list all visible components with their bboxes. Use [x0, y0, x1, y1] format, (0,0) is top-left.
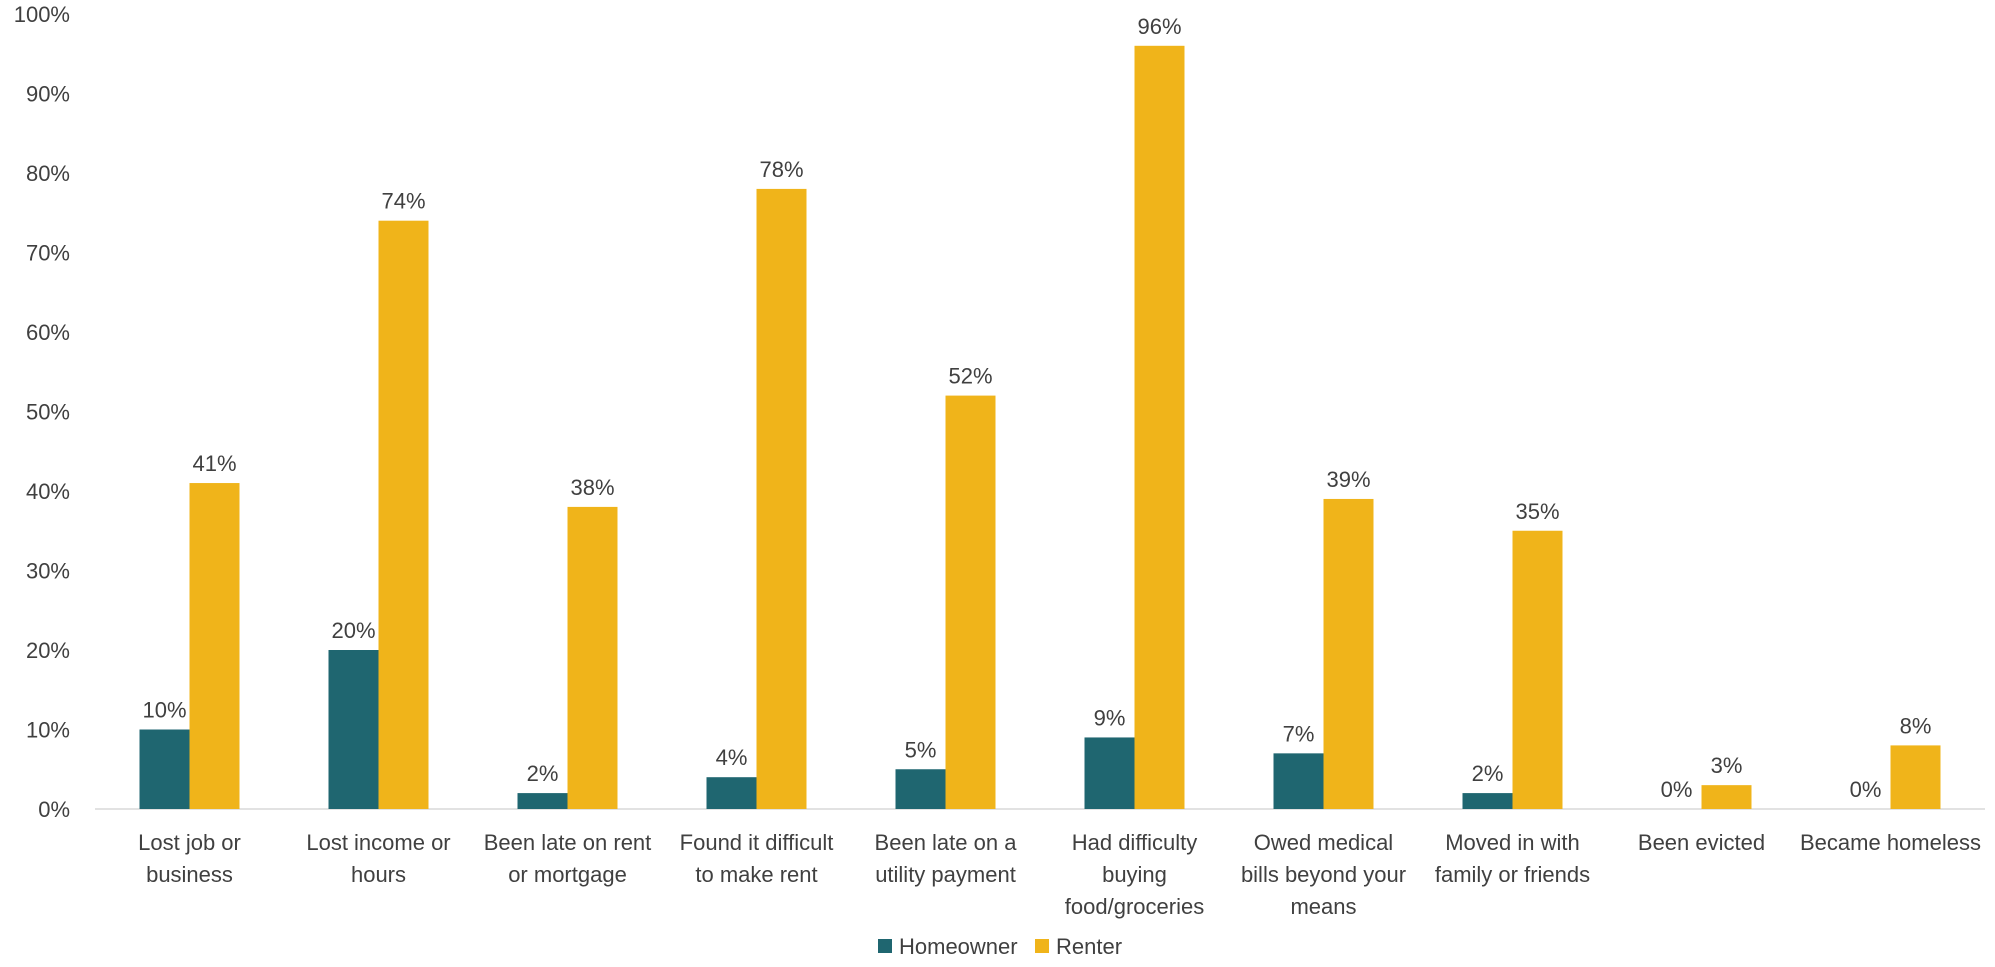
category-label-line: business	[146, 862, 233, 887]
category-label-line: Found it difficult	[680, 830, 834, 855]
data-label: 5%	[905, 737, 937, 762]
category-label: Owed medical bills beyond your means	[1241, 830, 1406, 919]
bar-renter	[1323, 498, 1374, 809]
category-label-line: utility payment	[875, 862, 1016, 887]
category-label-line: Owed medical	[1254, 830, 1393, 855]
category-label-line: hours	[351, 862, 406, 887]
data-label: 3%	[1711, 753, 1743, 778]
bar-renter	[1701, 785, 1752, 809]
y-tick-label: 40%	[26, 479, 70, 504]
category-label: Had difficulty buying food/groceries	[1065, 830, 1204, 919]
y-tick-label: 30%	[26, 559, 70, 584]
category-label-line: Been evicted	[1638, 830, 1765, 855]
y-tick-label: 100%	[14, 2, 70, 27]
category-label: Been late on a utility payment	[875, 830, 1018, 887]
bar-homeowner	[1084, 737, 1135, 809]
data-label: 96%	[1137, 14, 1181, 39]
y-tick-label: 60%	[26, 320, 70, 345]
category-label-line: Became homeless	[1800, 830, 1981, 855]
category-label-line: Lost income or	[306, 830, 450, 855]
y-tick-label: 50%	[26, 400, 70, 425]
y-tick-label: 20%	[26, 638, 70, 663]
category-label-line: means	[1290, 894, 1356, 919]
bar-renter	[1512, 530, 1563, 809]
legend-swatch	[1035, 939, 1049, 953]
category-label: Became homeless	[1800, 830, 1981, 855]
data-label: 74%	[381, 189, 425, 214]
y-tick-label: 10%	[26, 718, 70, 743]
data-label: 78%	[759, 157, 803, 182]
category-label-line: food/groceries	[1065, 894, 1204, 919]
category-label: Found it difficult to make rent	[680, 830, 834, 887]
category-label-line: bills beyond your	[1241, 862, 1406, 887]
category-label: Been evicted	[1638, 830, 1765, 855]
bar-renter	[1890, 745, 1941, 809]
data-label: 35%	[1515, 499, 1559, 524]
bar-renter	[1134, 45, 1185, 810]
y-tick-label: 70%	[26, 241, 70, 266]
bar-homeowner	[1273, 753, 1324, 809]
bar-homeowner	[517, 793, 568, 809]
data-label: 7%	[1283, 721, 1315, 746]
data-label: 39%	[1326, 467, 1370, 492]
category-label: Moved in with family or friends	[1435, 830, 1590, 887]
data-label: 9%	[1094, 705, 1126, 730]
y-tick-label: 0%	[38, 797, 70, 822]
data-label: 38%	[570, 475, 614, 500]
bar-homeowner	[1462, 793, 1513, 809]
category-label: Lost job or business	[138, 830, 241, 887]
bar-homeowner	[139, 729, 190, 809]
data-label: 8%	[1900, 713, 1932, 738]
category-label-line: Been late on rent	[484, 830, 652, 855]
bar-renter	[945, 395, 996, 809]
category-label-line: or mortgage	[508, 862, 627, 887]
data-label: 52%	[948, 364, 992, 389]
category-label-line: to make rent	[695, 862, 817, 887]
bar-homeowner	[895, 769, 946, 809]
category-label-line: buying	[1102, 862, 1167, 887]
data-label: 4%	[716, 745, 748, 770]
legend-swatch	[878, 939, 892, 953]
data-label: 20%	[331, 618, 375, 643]
data-label: 41%	[192, 451, 236, 476]
legend-label: Homeowner	[899, 934, 1018, 959]
bar-homeowner	[706, 777, 757, 809]
category-label-line: Had difficulty	[1072, 830, 1198, 855]
data-label: 10%	[142, 698, 186, 723]
bar-homeowner	[328, 650, 379, 809]
category-label-line: Moved in with	[1445, 830, 1580, 855]
category-label-line: family or friends	[1435, 862, 1590, 887]
data-label: 0%	[1661, 777, 1693, 802]
data-label: 2%	[1472, 761, 1504, 786]
category-label: Been late on rent or mortgage	[484, 830, 652, 887]
y-tick-label: 80%	[26, 161, 70, 186]
y-tick-label: 90%	[26, 82, 70, 107]
category-label-line: Lost job or	[138, 830, 241, 855]
data-label: 2%	[527, 761, 559, 786]
category-label: Lost income or hours	[306, 830, 450, 887]
bar-renter	[756, 188, 807, 809]
bar-renter	[567, 506, 618, 809]
category-label-line: Been late on a	[875, 830, 1018, 855]
legend-label: Renter	[1056, 934, 1122, 959]
bar-renter	[378, 220, 429, 809]
bar-renter	[189, 483, 240, 809]
data-label: 0%	[1850, 777, 1882, 802]
